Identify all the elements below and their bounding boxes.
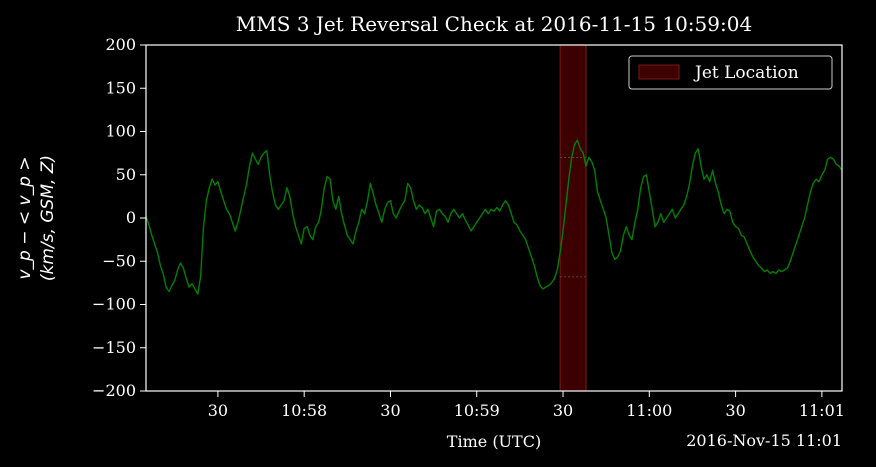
y-tick-label-6: 100 [105, 122, 136, 141]
x-tick-label-2: 30 [380, 401, 400, 420]
x-axis-label: Time (UTC) [447, 432, 541, 451]
x-tick-label-1: 10:58 [281, 401, 327, 420]
y-axis: −200 −150 −100 −50 0 50 100 150 200 [92, 35, 146, 400]
y-tick-label-8: 200 [105, 35, 136, 54]
y-tick-label-1: −150 [92, 338, 136, 357]
x-tick-label-5: 11:00 [626, 401, 672, 420]
y-tick-label-4: 0 [126, 208, 136, 227]
x-tick-label-6: 30 [725, 401, 745, 420]
series-line-0 [145, 139, 843, 295]
date-label: 2016-Nov-15 11:01 [686, 431, 842, 450]
x-tick-label-3: 10:59 [454, 401, 500, 420]
x-tick-label-7: 11:01 [799, 401, 845, 420]
y-axis-label-line1: v_p − < v_p > [15, 156, 35, 279]
y-tick-label-3: −50 [102, 251, 136, 270]
plot-area [146, 45, 842, 391]
legend-swatch [638, 64, 680, 80]
chart-title: MMS 3 Jet Reversal Check at 2016-11-15 1… [236, 12, 752, 36]
legend-label: Jet Location [693, 63, 799, 83]
x-tick-label-4: 30 [553, 401, 573, 420]
x-axis: 30 10:58 30 10:59 30 11:00 30 11:01 [208, 391, 845, 420]
y-tick-label-2: −100 [92, 295, 136, 314]
legend: Jet Location [628, 55, 833, 90]
series-layer [145, 139, 843, 295]
legend-box [628, 55, 833, 90]
y-tick-label-0: −200 [92, 381, 136, 400]
x-tick-label-0: 30 [208, 401, 228, 420]
y-tick-label-7: 150 [105, 78, 136, 97]
y-tick-label-5: 50 [116, 165, 136, 184]
y-axis-label-line2: (km/s, GSM, Z) [38, 155, 58, 281]
